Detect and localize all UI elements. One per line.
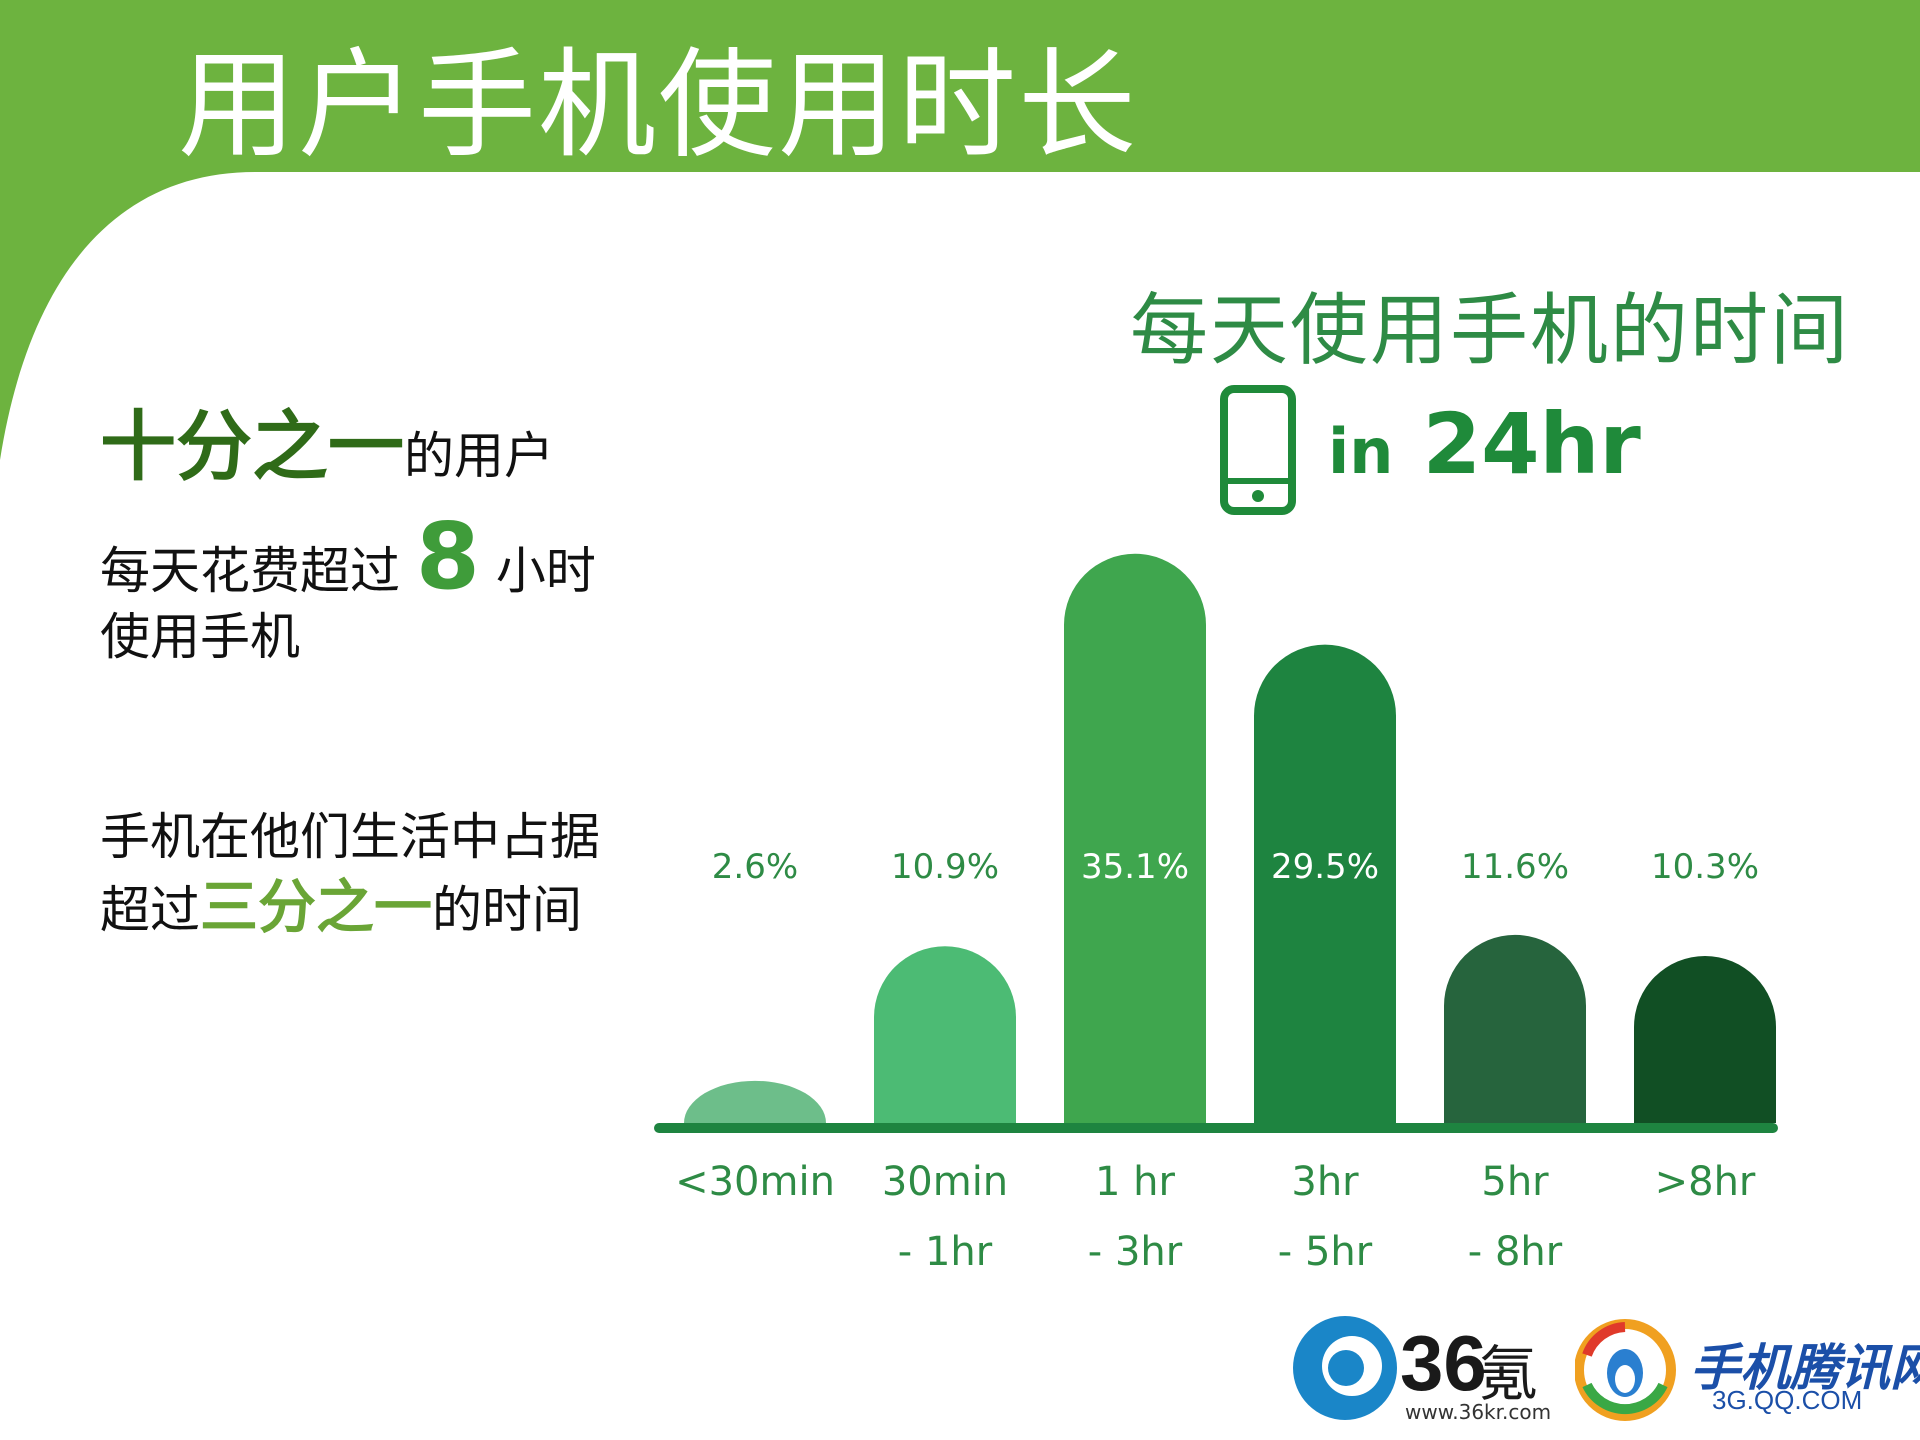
- logo-qq-penguin-belly: [1615, 1365, 1635, 1393]
- chart-bars: [684, 553, 1776, 1123]
- chart-category-labels: <30min 30min - 1hr 1 hr - 3hr 3hr - 5hr 5hr - 8h…: [675, 1159, 1756, 1275]
- chart-subtitle: 每天使用手机的时间: [1130, 286, 1851, 376]
- chart-bar: [1634, 955, 1776, 1123]
- usage-bar-chart: 2.6% 10.9% 35.1% 29.5% 11.6% 10.3% <30min 30mi…: [654, 553, 1778, 1275]
- chart-category-label: >8hr: [1655, 1159, 1756, 1205]
- left-text-hours: 小时: [495, 542, 596, 600]
- chart-category-label: 5hr: [1481, 1159, 1549, 1205]
- chart-bar: [684, 1080, 826, 1123]
- chart-category-label: <30min: [675, 1159, 835, 1205]
- logo-36kr: [1293, 1316, 1397, 1420]
- chart-category-label: - 8hr: [1468, 1229, 1563, 1275]
- logo-qq-ring-outer: [1575, 1319, 1676, 1421]
- logo-36kr-cn: 氪: [1478, 1340, 1538, 1410]
- chart-category-label: - 5hr: [1278, 1229, 1373, 1275]
- logo-qq-url: 3G.QQ.COM: [1712, 1385, 1863, 1415]
- chart-category-label: - 1hr: [898, 1229, 993, 1275]
- chart-value-label: 2.6%: [712, 847, 798, 887]
- chart-tag: in 24hr: [1328, 395, 1641, 493]
- chart-bar: [1254, 644, 1396, 1123]
- logo-qq-name: 手机腾讯网: [1690, 1339, 1920, 1397]
- left-text-line-5: 超过三分之一的时间: [100, 870, 582, 947]
- chart-bar: [1064, 553, 1206, 1123]
- emphasis-one-third: 三分之一: [200, 873, 433, 941]
- header-banner-shape: [0, 0, 1920, 460]
- left-text-line-1: 十分之一的用户: [100, 409, 554, 493]
- left-text-line-4: 手机在他们生活中占据: [100, 808, 600, 866]
- chart-bar: [1444, 934, 1586, 1123]
- chart-tag-24hr: 24hr: [1422, 395, 1641, 493]
- left-text-users: 的用户: [404, 427, 554, 485]
- chart-category-label: 1 hr: [1095, 1159, 1176, 1205]
- left-text-over: 超过: [100, 881, 200, 939]
- left-text-daily-over: 每天花费超过: [100, 542, 400, 600]
- chart-value-label: 35.1%: [1081, 847, 1189, 887]
- logo-36kr-name: 36: [1400, 1319, 1487, 1407]
- chart-value-label: 10.9%: [891, 847, 999, 887]
- chart-value-label: 10.3%: [1651, 847, 1759, 887]
- left-text-of-time: 的时间: [432, 881, 583, 939]
- logo-36kr-url: www.36kr.com: [1405, 1400, 1552, 1424]
- page-title: 用户手机使用时长: [178, 36, 1139, 174]
- chart-category-label: 30min: [882, 1159, 1008, 1205]
- logo-36kr-ring-core: [1328, 1350, 1364, 1386]
- phone-icon: [1220, 385, 1296, 515]
- chart-bar: [874, 946, 1016, 1123]
- chart-value-labels: 2.6% 10.9% 35.1% 29.5% 11.6% 10.3%: [712, 847, 1759, 887]
- logo-qq-ring-green: [1582, 1382, 1668, 1415]
- left-text-line-3: 使用手机: [100, 608, 300, 666]
- chart-value-label: 11.6%: [1461, 847, 1569, 887]
- chart-tag-in: in: [1328, 415, 1394, 488]
- emphasis-one-tenth: 十分之一: [100, 402, 404, 491]
- chart-category-label: - 3hr: [1088, 1229, 1183, 1275]
- logo-qq: [1575, 1319, 1676, 1421]
- header-banner: [0, 0, 1920, 460]
- chart-baseline: [654, 1123, 1778, 1133]
- left-text-line-2: 每天花费超过 8 小时: [100, 511, 596, 608]
- chart-value-label: 29.5%: [1271, 847, 1379, 887]
- logo-qq-ring-red: [1582, 1322, 1626, 1357]
- chart-category-label: 3hr: [1291, 1159, 1359, 1205]
- emphasis-eight: 8: [415, 503, 480, 610]
